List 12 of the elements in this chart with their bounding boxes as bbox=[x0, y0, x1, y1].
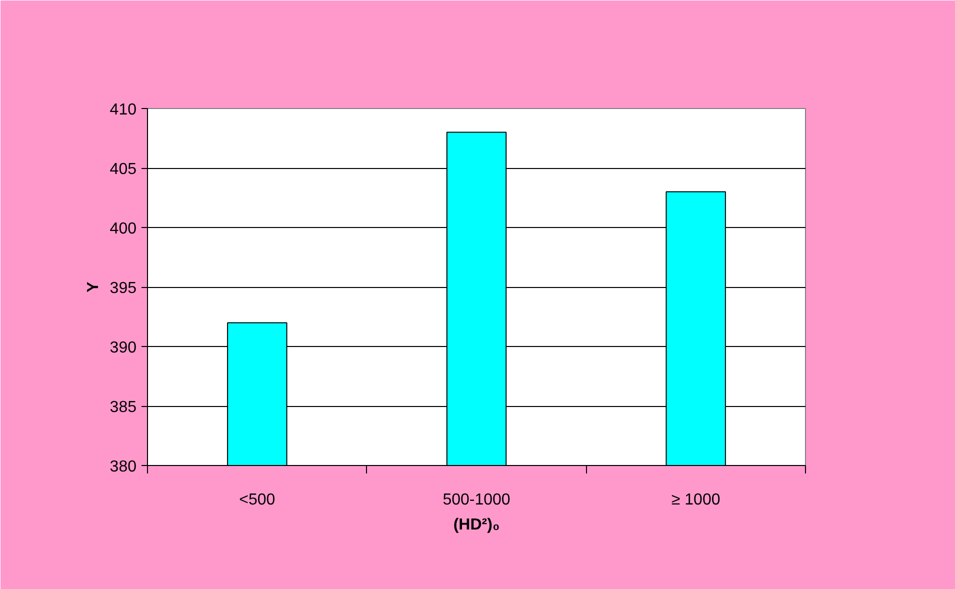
x-axis-title: (HD²)₀ bbox=[453, 516, 500, 534]
y-tick-label: 410 bbox=[110, 102, 137, 118]
y-tick-label: 405 bbox=[110, 161, 137, 178]
x-tick-label: ≥ 1000 bbox=[671, 492, 720, 508]
y-tick-label: 395 bbox=[110, 280, 137, 297]
x-tick-label: 500-1000 bbox=[442, 492, 510, 508]
y-tick-label: 385 bbox=[110, 399, 137, 416]
y-axis-title: Y bbox=[84, 281, 102, 292]
y-tick-label: 380 bbox=[110, 458, 137, 476]
y-tick-label: 400 bbox=[110, 220, 137, 238]
y-tick-label: 390 bbox=[110, 340, 137, 356]
x-tick-label: <500 bbox=[239, 492, 276, 508]
